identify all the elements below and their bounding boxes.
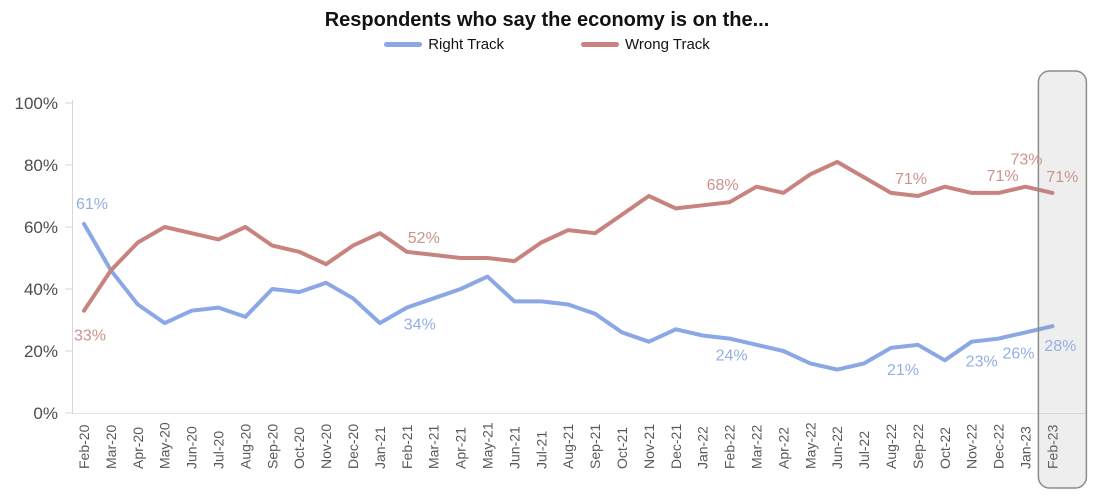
- x-axis-label: Dec-21: [668, 424, 684, 469]
- wrong-track-line: [82, 159, 1055, 313]
- x-axis-label: Jul-21: [533, 431, 549, 469]
- x-axis-label: Oct-21: [614, 427, 630, 469]
- legend-label-wrong-track: Wrong Track: [625, 36, 710, 53]
- data-label-right-aug-22: 21%: [887, 362, 919, 379]
- wrong-track-swatch-icon: [581, 42, 620, 47]
- x-axis-label: Jul-20: [211, 431, 227, 469]
- chart-title: Respondents who say the economy is on th…: [324, 9, 770, 31]
- data-label-wrong-feb-20: 33%: [74, 328, 106, 345]
- x-axis-label: Jun-21: [506, 426, 522, 469]
- x-axis-label: Jun-20: [184, 426, 200, 469]
- x-axis-label: Mar-22: [749, 424, 765, 469]
- legend-item-right-track: Right Track: [384, 36, 504, 53]
- x-axis-label: Nov-20: [318, 424, 334, 469]
- x-axis-label: Mar-21: [426, 424, 442, 469]
- data-label-wrong-feb-21: 52%: [408, 230, 440, 247]
- data-label-right-jan-23: 26%: [1002, 345, 1034, 362]
- x-axis-label: Jun-22: [829, 426, 845, 469]
- right-track-line: [82, 221, 1055, 372]
- data-label-right-feb-22: 24%: [716, 348, 748, 365]
- x-axis-label: May-20: [157, 422, 173, 469]
- feb-23-highlight-box: [1037, 70, 1088, 489]
- y-axis-label: 60%: [24, 218, 58, 237]
- legend-item-wrong-track: Wrong Track: [581, 36, 710, 53]
- x-axis-label: Sep-21: [587, 424, 603, 469]
- data-label-right-nov-22: 23%: [966, 354, 998, 371]
- x-axis-label: Feb-23: [1044, 424, 1060, 469]
- data-label-right-feb-23: 28%: [1044, 338, 1076, 355]
- x-axis-label: Dec-22: [991, 424, 1007, 469]
- x-axis-label: Nov-21: [641, 424, 657, 469]
- x-axis-label: Sep-22: [910, 424, 926, 469]
- legend-label-right-track: Right Track: [428, 36, 505, 53]
- x-axis-label: Nov-22: [964, 424, 980, 469]
- x-axis-label: Apr-21: [453, 427, 469, 469]
- data-label-right-feb-20: 61%: [76, 196, 108, 213]
- x-axis-label: Dec-20: [345, 424, 361, 469]
- y-axis-label: 0%: [33, 404, 58, 423]
- x-axis-label: Feb-21: [399, 424, 415, 469]
- x-axis-label: Jan-23: [1018, 426, 1034, 469]
- data-label-right-feb-21: 34%: [404, 317, 436, 334]
- data-label-wrong-dec-22: 71%: [987, 168, 1019, 185]
- x-axis-label: Jan-21: [372, 426, 388, 469]
- x-axis-label: Apr-20: [130, 427, 146, 469]
- x-axis-label: Jan-22: [695, 426, 711, 469]
- x-axis-label: May-21: [480, 422, 496, 469]
- data-label-wrong-feb-22: 68%: [707, 177, 739, 194]
- x-axis-label: Mar-20: [103, 424, 119, 469]
- x-axis-label: Feb-20: [76, 424, 92, 469]
- x-axis-label: Feb-22: [722, 424, 738, 469]
- y-axis-label: 20%: [24, 342, 58, 361]
- x-axis-label: Aug-22: [883, 424, 899, 469]
- x-axis-label: Sep-20: [264, 424, 280, 469]
- x-axis-label: Apr-22: [775, 427, 791, 469]
- x-axis-label: Aug-21: [560, 424, 576, 469]
- y-axis-label: 40%: [24, 280, 58, 299]
- y-axis-label: 100%: [15, 94, 58, 113]
- x-axis-label: Aug-20: [237, 424, 253, 469]
- data-label-wrong-aug-22: 71%: [895, 171, 927, 188]
- x-axis-label: Oct-20: [291, 427, 307, 469]
- legend: Right Track Wrong Track: [0, 36, 1094, 53]
- y-axis-label: 80%: [24, 156, 58, 175]
- data-label-wrong-jan-23: 73%: [1010, 152, 1042, 169]
- x-axis-label: Oct-22: [937, 427, 953, 469]
- x-axis-label: Jul-22: [856, 431, 872, 469]
- right-track-swatch-icon: [384, 42, 423, 47]
- data-label-wrong-feb-23: 71%: [1046, 169, 1078, 186]
- x-axis-label: May-22: [802, 422, 818, 469]
